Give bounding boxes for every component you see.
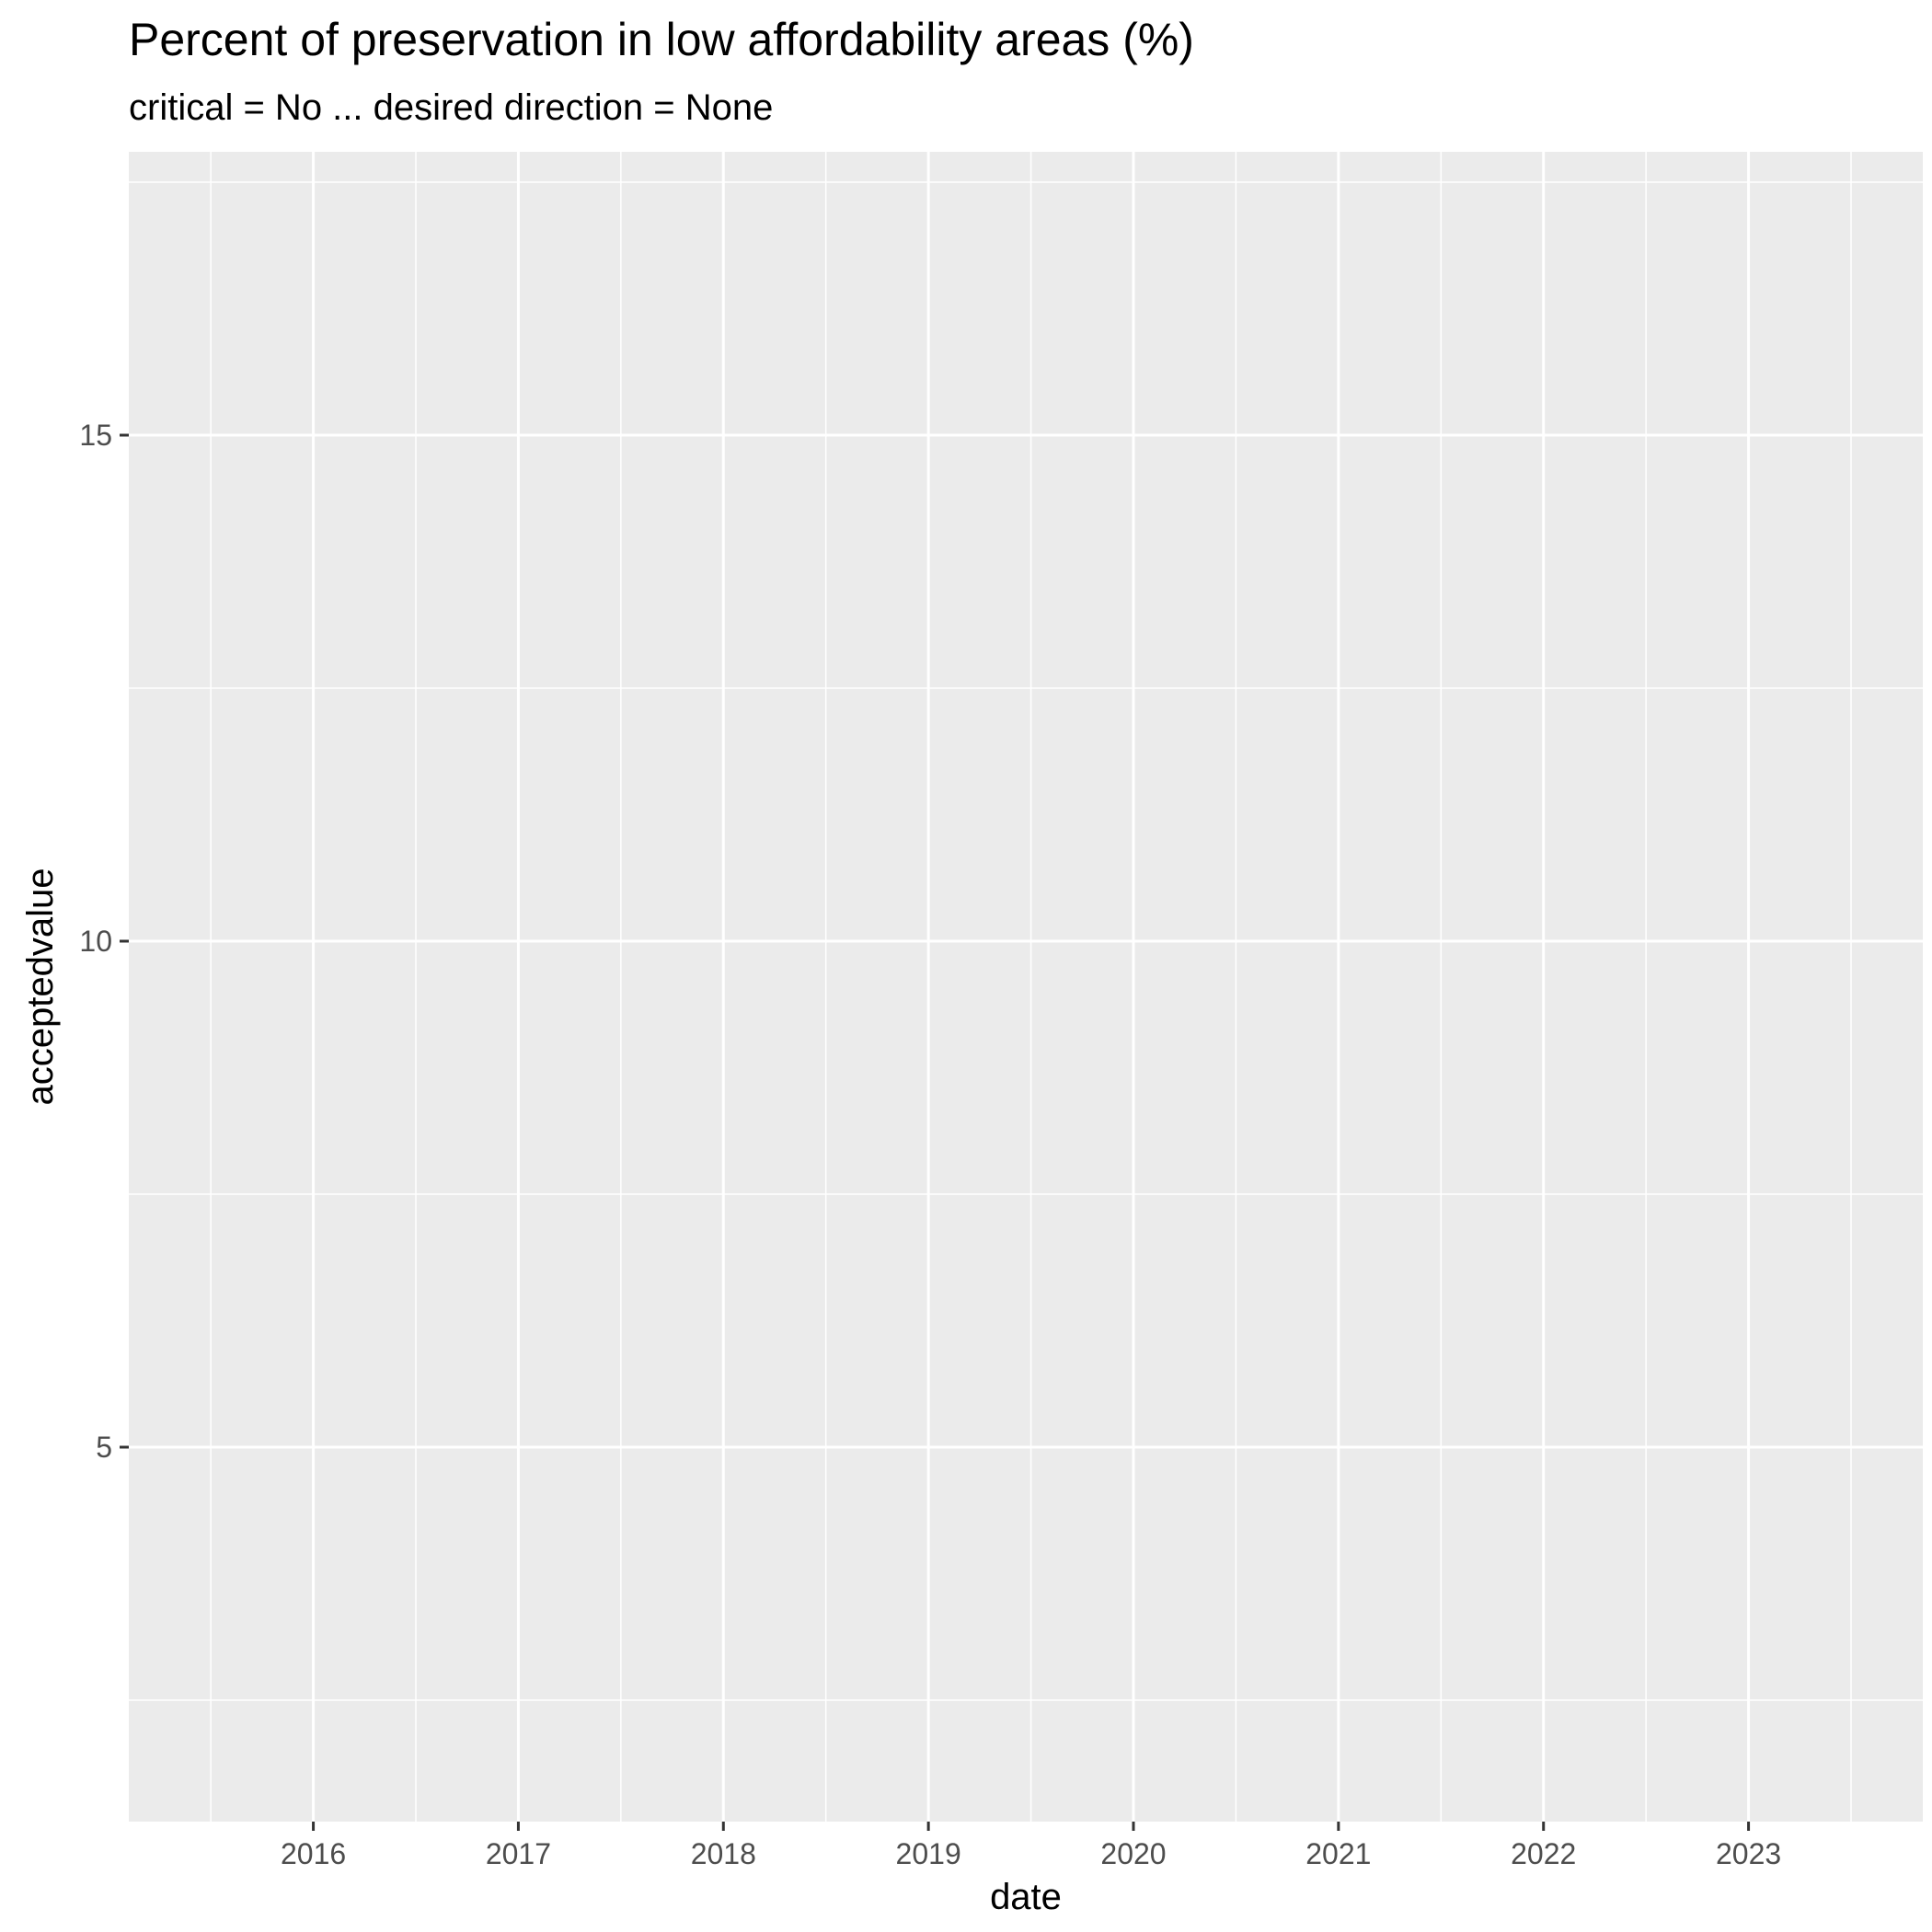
x-tick-label: 2021 (1305, 1837, 1371, 1870)
x-tick-label: 2020 (1100, 1837, 1166, 1870)
major-grid-y (129, 433, 1923, 1449)
y-axis: 5 10 15 (79, 419, 129, 1464)
x-axis: 2016 2017 2018 2019 2020 2021 2022 2023 (281, 1822, 1781, 1870)
y-tick-label: 10 (79, 925, 112, 958)
major-grid-x (312, 152, 1751, 1822)
x-tick-label: 2019 (896, 1837, 961, 1870)
chart-title: Percent of preservation in low affordabi… (129, 14, 1194, 65)
x-tick-label: 2022 (1511, 1837, 1576, 1870)
x-tick-label: 2016 (281, 1837, 346, 1870)
minor-grid-y (129, 181, 1923, 1701)
y-axis-title: acceptedvalue (20, 868, 61, 1106)
x-tick-label: 2018 (691, 1837, 756, 1870)
plot-panel (129, 152, 1923, 1822)
x-tick-label: 2023 (1716, 1837, 1781, 1870)
y-tick-label: 5 (96, 1431, 112, 1464)
chart-subtitle: critical = No ... desired direction = No… (129, 87, 773, 128)
x-axis-title: date (990, 1877, 1062, 1917)
y-tick-label: 15 (79, 419, 112, 452)
x-tick-label: 2017 (486, 1837, 551, 1870)
minor-grid-x (210, 152, 1852, 1822)
